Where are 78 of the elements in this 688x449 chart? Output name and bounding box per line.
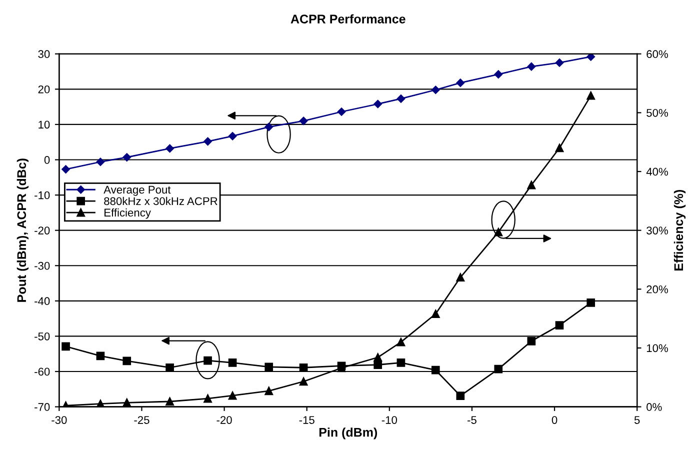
point [62, 165, 70, 174]
y-tick-label: -50 [34, 332, 50, 340]
point [396, 358, 406, 367]
point [264, 362, 274, 372]
point [96, 158, 105, 166]
y-tick-label: -60 [34, 368, 50, 376]
point [204, 394, 212, 403]
y2-tick-label: 10% [646, 344, 668, 352]
point [586, 54, 595, 61]
point [337, 108, 346, 116]
chart-title: ACPR Performance [290, 14, 406, 24]
x-tick-label: -25 [134, 416, 150, 424]
x-axis-title: Pin (dBm) [319, 428, 378, 440]
y2-tick-label: 50% [646, 108, 668, 117]
y2-tick-label: 30% [646, 226, 668, 234]
y-tick-label: 10 [38, 120, 50, 129]
point [527, 336, 536, 346]
point [456, 78, 465, 87]
point [374, 360, 382, 369]
point [527, 180, 536, 190]
x-tick-label: 0 [552, 416, 558, 424]
point [494, 70, 503, 78]
point [62, 342, 70, 351]
point [555, 321, 564, 330]
point [555, 58, 564, 67]
x-tick-label: -10 [382, 416, 398, 424]
y2-tick-label: 0% [646, 403, 662, 411]
y2-tick-label: 40% [646, 168, 668, 176]
point [166, 363, 174, 372]
legend-label: 880kHz x 30kHz ACPR [104, 196, 218, 206]
x-tick-label: -30 [52, 416, 67, 424]
y-tick-label: -70 [34, 403, 50, 411]
point [432, 86, 440, 94]
point [586, 298, 596, 307]
point [228, 132, 237, 140]
point [456, 392, 465, 400]
point [374, 100, 382, 108]
point [374, 353, 382, 362]
point [264, 122, 274, 132]
point [456, 273, 465, 282]
point [122, 356, 132, 366]
y-tick-label: -20 [34, 226, 50, 234]
point [396, 338, 406, 346]
y-tick-label: 30 [38, 50, 50, 58]
point [494, 228, 503, 236]
x-tick-label: -20 [216, 416, 232, 424]
y-axis-title: Pout (dBm), ACPR (dBc) [16, 158, 29, 302]
point [299, 377, 308, 386]
legend-label: Efficiency [104, 208, 151, 219]
x-tick-label: -5 [468, 416, 476, 424]
y-tick-label: 0 [44, 156, 50, 164]
point [264, 386, 274, 396]
point [396, 94, 406, 103]
point [431, 366, 440, 374]
y-tick-label: 20 [38, 85, 50, 94]
point [96, 352, 105, 360]
point [431, 310, 440, 318]
point [494, 364, 503, 374]
y-tick-label: -30 [34, 262, 50, 270]
y2-axis-title: Efficiency (%) [674, 190, 686, 270]
point [527, 62, 536, 71]
point [122, 153, 131, 162]
point [555, 144, 564, 152]
point [228, 391, 237, 400]
point [586, 91, 596, 100]
point [166, 397, 174, 406]
point [299, 363, 308, 372]
legend-label: Average Pout [104, 186, 171, 196]
y2-tick-label: 20% [646, 285, 668, 294]
point [204, 137, 212, 146]
y-tick-label: -40 [34, 297, 50, 306]
point [299, 116, 308, 126]
y2-tick-label: 60% [646, 50, 668, 58]
point [228, 358, 237, 367]
x-tick-label: -15 [299, 416, 314, 424]
x-tick-label: 5 [634, 416, 640, 424]
y-tick-label: -10 [34, 191, 50, 200]
point [166, 144, 174, 153]
